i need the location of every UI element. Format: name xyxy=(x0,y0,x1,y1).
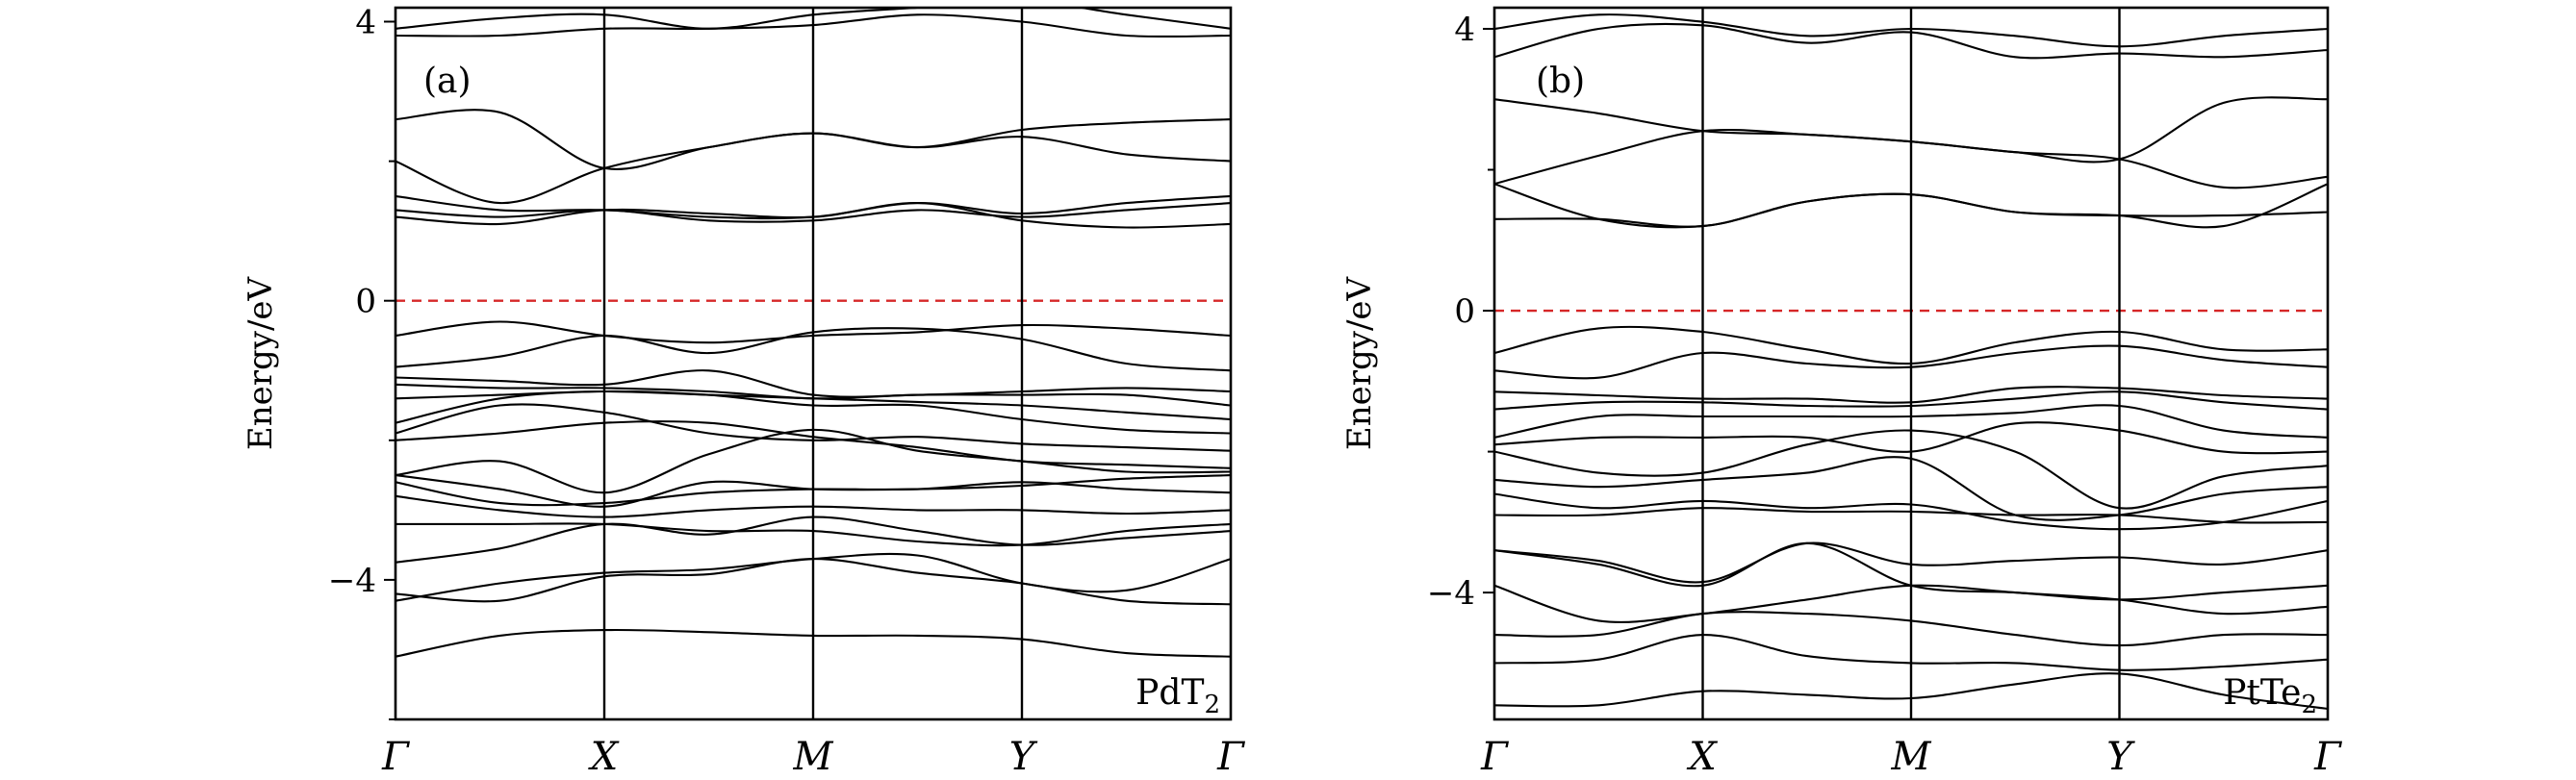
y-tick-label: 4 xyxy=(355,4,376,42)
y-axis-label: Energy/eV xyxy=(1340,275,1379,450)
material-subscript: 2 xyxy=(1204,691,1220,719)
y-tick-label: 0 xyxy=(355,283,376,321)
y-axis-label: Energy/eV xyxy=(242,275,280,450)
y-tick-label: −4 xyxy=(328,562,376,600)
x-tick-label: Γ xyxy=(381,735,410,779)
y-tick-label: 4 xyxy=(1454,11,1475,49)
x-tick-label: Y xyxy=(1009,735,1038,779)
plot-frame xyxy=(1492,6,2330,721)
panel-label-a: (a) xyxy=(423,62,472,101)
material-base: PdT xyxy=(1135,673,1204,713)
x-tick-label: Γ xyxy=(1480,735,1509,779)
x-tick-label: X xyxy=(1686,735,1718,779)
plot-frame xyxy=(394,6,1233,721)
material-label: PdT2 xyxy=(1135,673,1220,719)
panel-label-b: (b) xyxy=(1536,62,1585,101)
x-tick-label: X xyxy=(588,735,620,779)
y-tick-label: 0 xyxy=(1454,292,1475,331)
material-base: PtTe xyxy=(2223,673,2301,713)
x-tick-label: Y xyxy=(2106,735,2135,779)
material-label: PtTe2 xyxy=(2223,673,2317,719)
band-structure-panel-a: 4 0 −4 Γ X M Y Γ Energy/eV (a) PdT2 xyxy=(242,4,1245,779)
x-tick-label: Γ xyxy=(2313,735,2342,779)
x-tick-label: M xyxy=(1891,735,1932,779)
band-structure-panel-b: 4 0 −4 Γ X M Y Γ Energy/eV (b) PtTe2 xyxy=(1340,6,2342,779)
material-subscript: 2 xyxy=(2301,691,2317,719)
y-tick-label: −4 xyxy=(1427,574,1475,613)
x-tick-label: Γ xyxy=(1216,735,1245,779)
x-tick-label: M xyxy=(793,735,834,779)
